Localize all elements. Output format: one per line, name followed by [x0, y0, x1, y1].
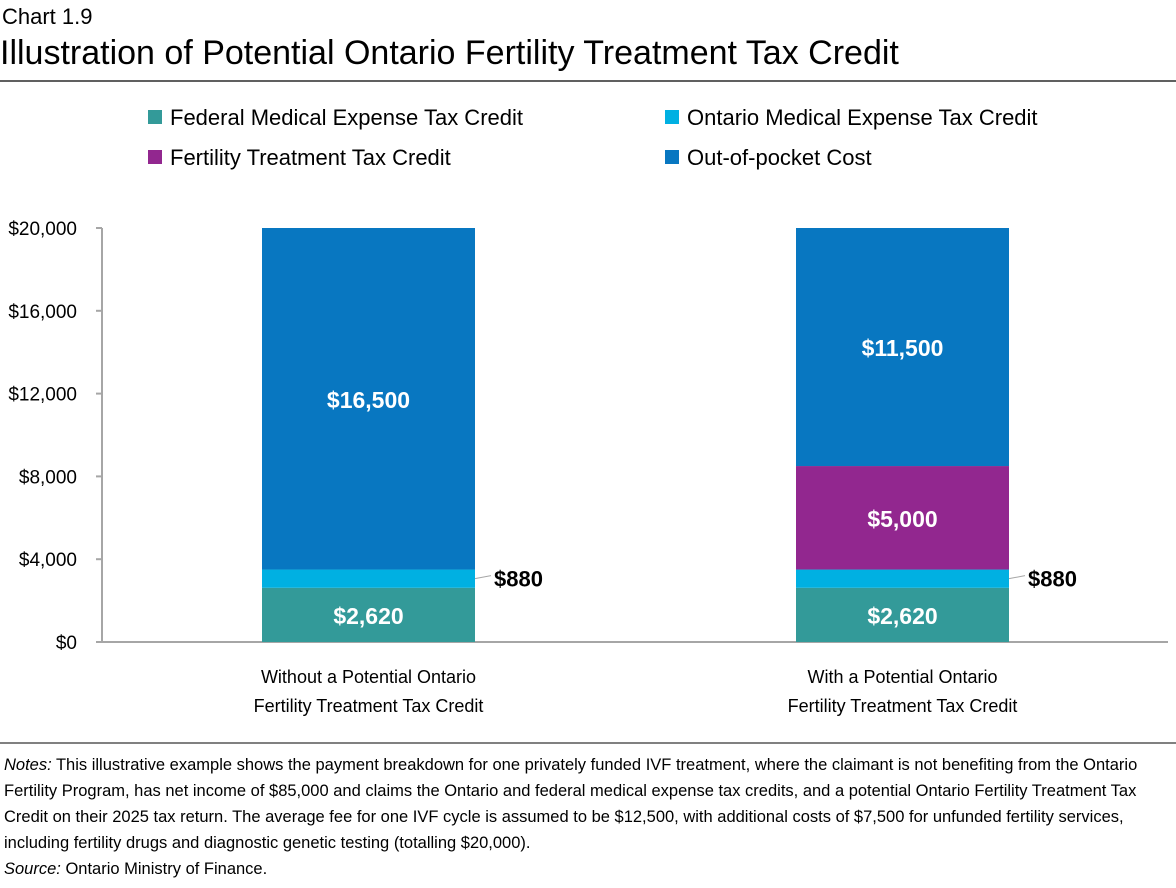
bar-segment [796, 587, 1009, 642]
x-axis-labels: Without a Potential Ontario Fertility Tre… [254, 667, 1018, 716]
y-tick-label: $20,000 [8, 219, 77, 240]
legend-label: Ontario Medical Expense Tax Credit [687, 105, 1038, 130]
chart-title: Illustration of Potential Ontario Fertil… [0, 34, 899, 72]
bars: $2,620 $880 $16,500 $2,620 $880 $5,000 $11,500 [262, 228, 1077, 642]
chart-number: Chart 1.9 [2, 4, 93, 29]
legend-swatch [665, 110, 679, 124]
legend-label: Federal Medical Expense Tax Credit [170, 105, 523, 130]
y-tick-label: $12,000 [8, 385, 77, 406]
notes-label: Notes: [4, 756, 52, 774]
y-tick-label: $8,000 [19, 467, 77, 488]
data-label-leader [474, 575, 492, 580]
source-text: Ontario Ministry of Finance. [60, 860, 268, 878]
x-tick-label: Fertility Treatment Tax Credit [254, 696, 484, 716]
bar-segment [262, 569, 475, 588]
legend-swatch [148, 110, 162, 124]
notes: Notes: This illustrative example shows t… [4, 752, 1164, 882]
source-label: Source: [4, 860, 61, 878]
legend-label: Out-of-pocket Cost [687, 145, 872, 170]
notes-text: This illustrative example shows the paym… [4, 756, 1138, 852]
data-label: $16,500 [327, 387, 410, 413]
data-label: $11,500 [862, 335, 944, 361]
y-tick-label: $0 [56, 633, 77, 654]
bar-segment [796, 569, 1009, 588]
x-tick-label: Without a Potential Ontario [261, 667, 476, 687]
source-line: Source: Ontario Ministry of Finance. [4, 856, 1164, 882]
data-label: $880 [1028, 567, 1077, 592]
data-label: $2,620 [333, 603, 403, 629]
legend-label: Fertility Treatment Tax Credit [170, 145, 451, 170]
legend-swatch [148, 150, 162, 164]
bar-segment [262, 228, 475, 570]
y-tick-label: $16,000 [8, 302, 77, 323]
legend: Federal Medical Expense Tax Credit Ontari… [148, 105, 1038, 170]
data-label: $5,000 [867, 506, 937, 532]
legend-swatch [665, 150, 679, 164]
notes-paragraph: Notes: This illustrative example shows t… [4, 752, 1164, 856]
bar-segment [262, 587, 475, 642]
x-tick-label: Fertility Treatment Tax Credit [788, 696, 1018, 716]
bar-segment [796, 466, 1009, 570]
data-label-leader [1008, 575, 1026, 580]
bar-segment [796, 228, 1009, 467]
x-tick-label: With a Potential Ontario [807, 667, 997, 687]
y-tick-label: $4,000 [19, 550, 77, 571]
data-label: $880 [494, 567, 543, 592]
data-label: $2,620 [867, 603, 937, 629]
